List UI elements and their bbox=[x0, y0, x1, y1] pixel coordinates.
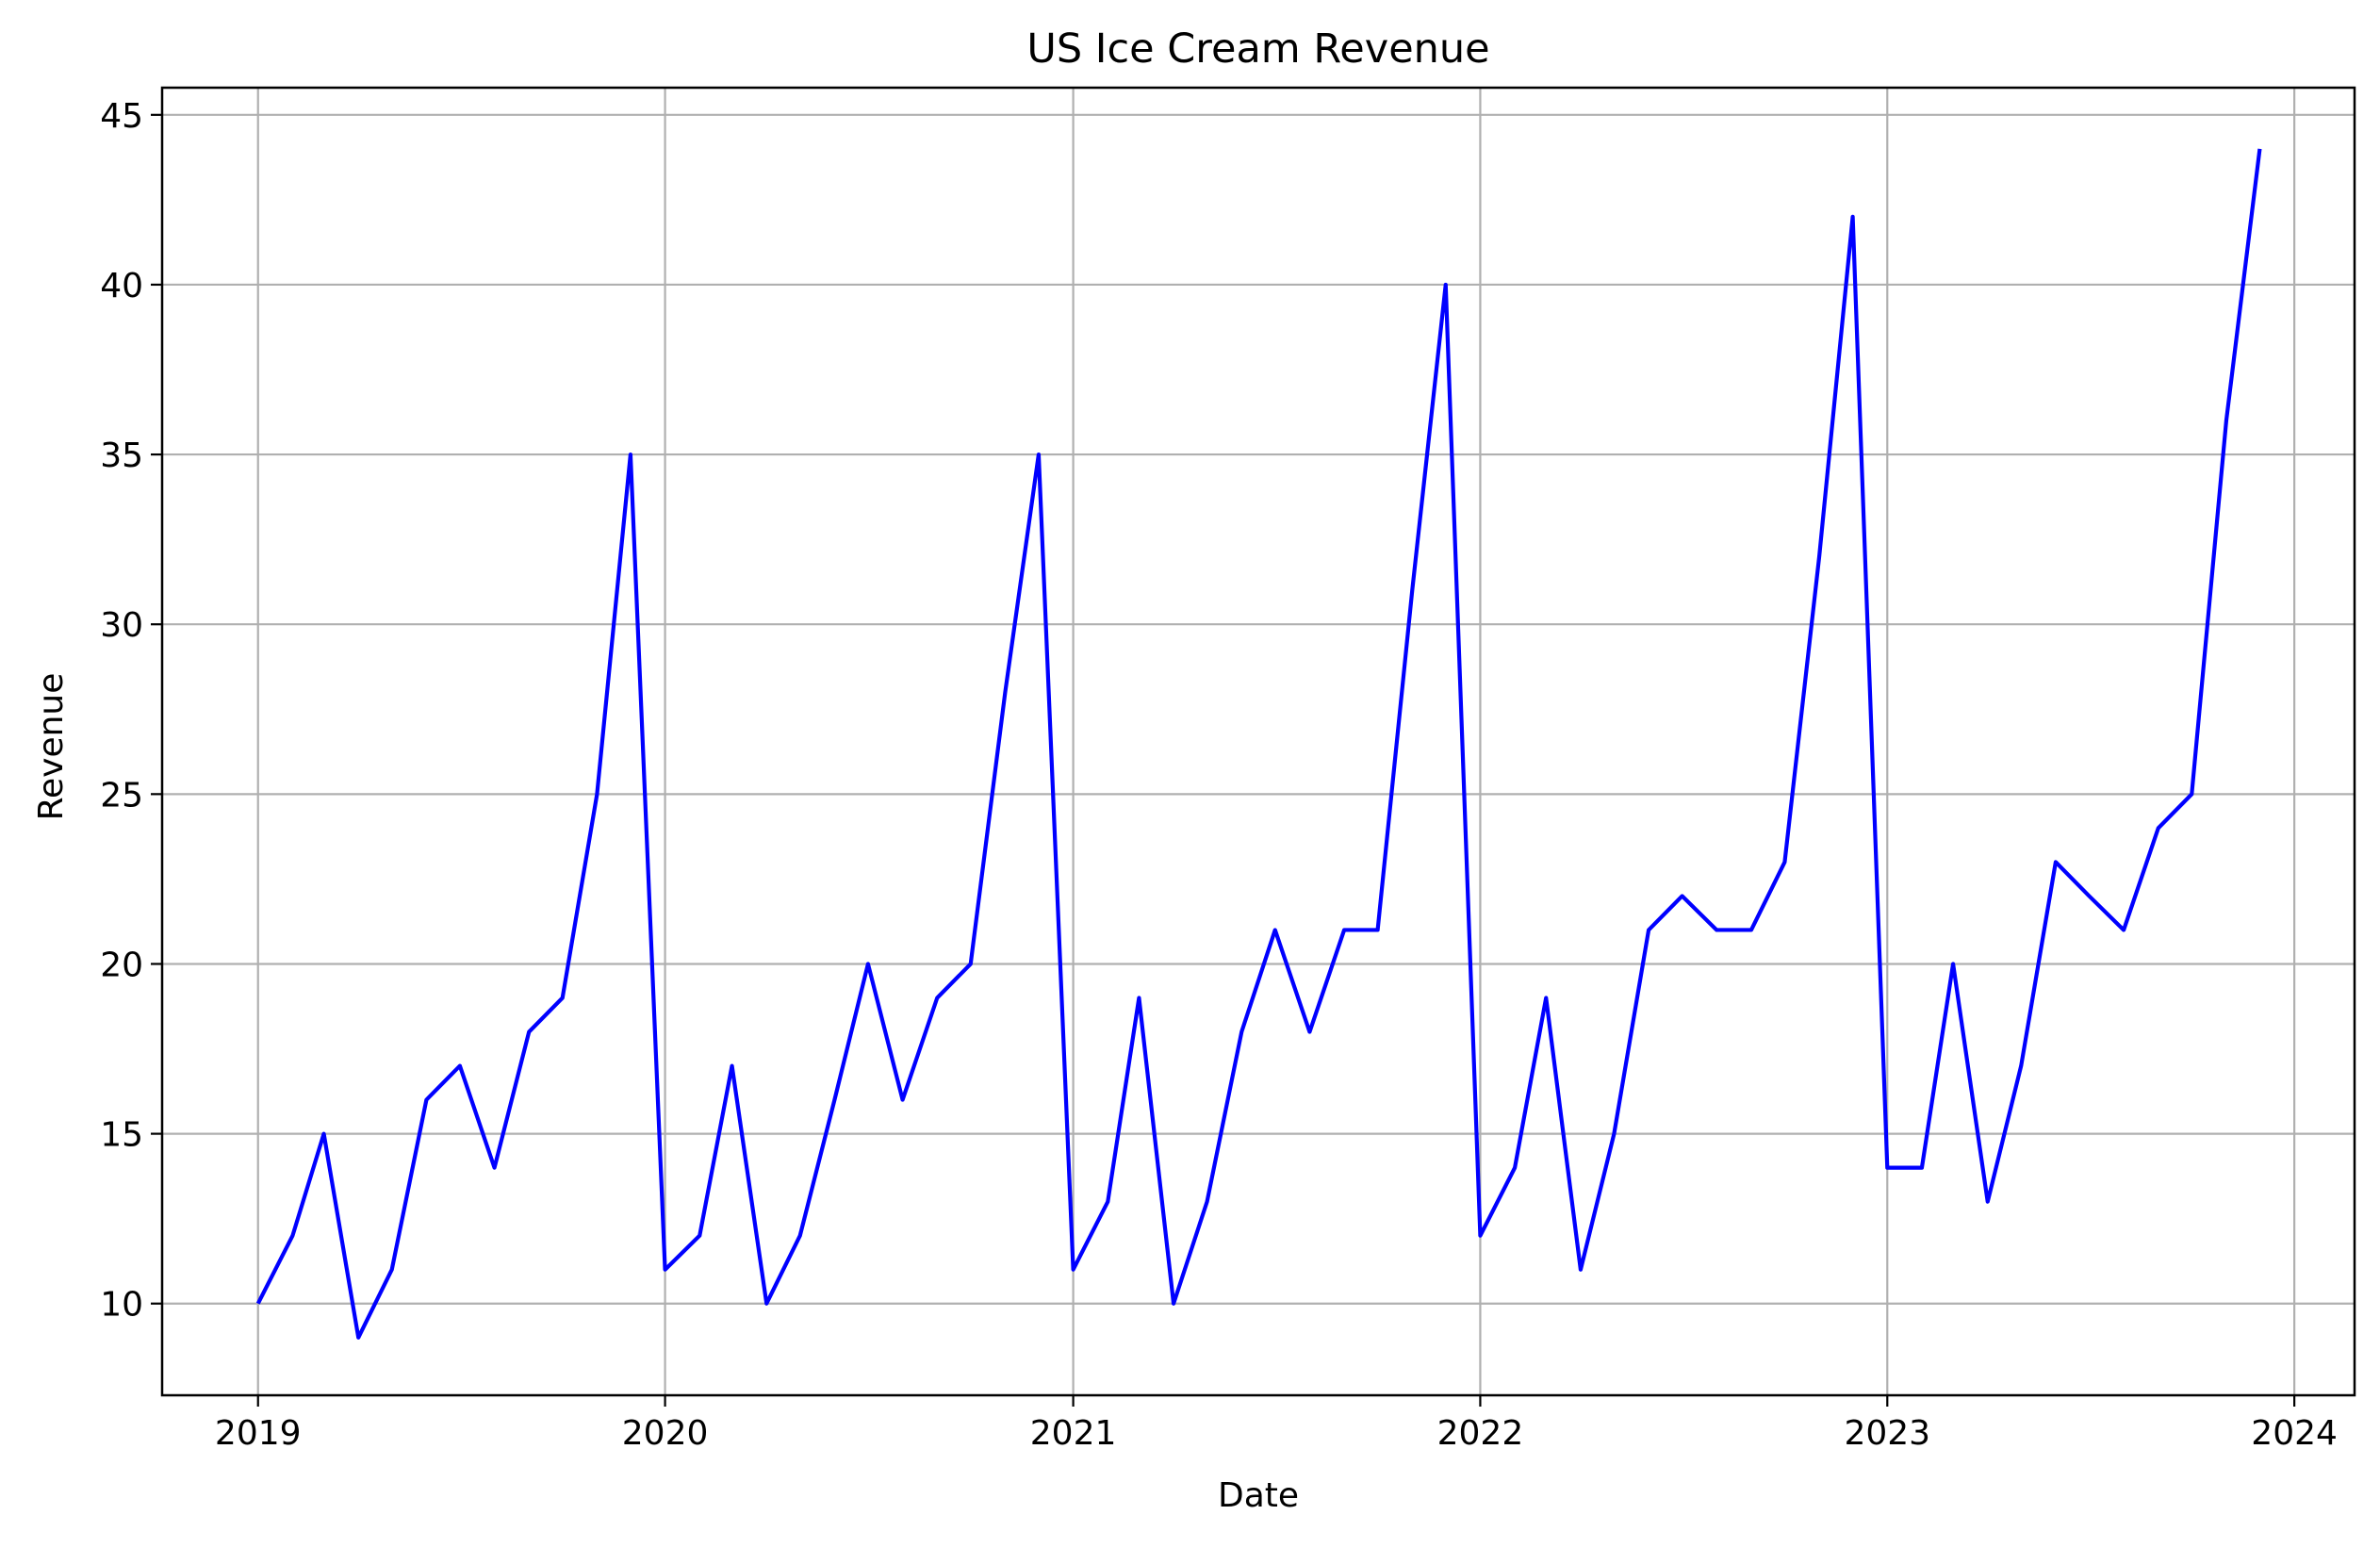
y-tick-label: 45 bbox=[100, 97, 143, 136]
y-tick-label: 30 bbox=[100, 606, 143, 645]
x-tick-label: 2019 bbox=[215, 1414, 302, 1453]
y-tick-label: 20 bbox=[100, 946, 143, 984]
y-axis-label: Revenue bbox=[32, 673, 71, 821]
tick-layer bbox=[151, 113, 2296, 1407]
grid-layer bbox=[162, 88, 2355, 1395]
x-axis-label: Date bbox=[1218, 1476, 1299, 1515]
x-tick-label: 2023 bbox=[1844, 1414, 1930, 1453]
x-tick-label: 2024 bbox=[2251, 1414, 2338, 1453]
chart-title: US Ice Cream Revenue bbox=[1026, 25, 1489, 73]
x-tick-label: 2020 bbox=[622, 1414, 709, 1453]
x-tick-label: 2021 bbox=[1030, 1414, 1117, 1453]
y-tick-label: 10 bbox=[100, 1286, 143, 1325]
series-layer bbox=[255, 148, 2262, 1340]
label-layer: 10 15 20 25 30 35 40 45 2019 2020 2021 2022 2023 2024 bbox=[100, 97, 2338, 1453]
series-line bbox=[255, 148, 2262, 1340]
y-tick-label: 15 bbox=[100, 1116, 143, 1155]
y-tick-label: 40 bbox=[100, 267, 143, 305]
y-tick-label: 25 bbox=[100, 776, 143, 815]
y-tick-label: 35 bbox=[100, 436, 143, 475]
plot-frame bbox=[160, 86, 2356, 1397]
x-tick-label: 2022 bbox=[1437, 1414, 1524, 1453]
